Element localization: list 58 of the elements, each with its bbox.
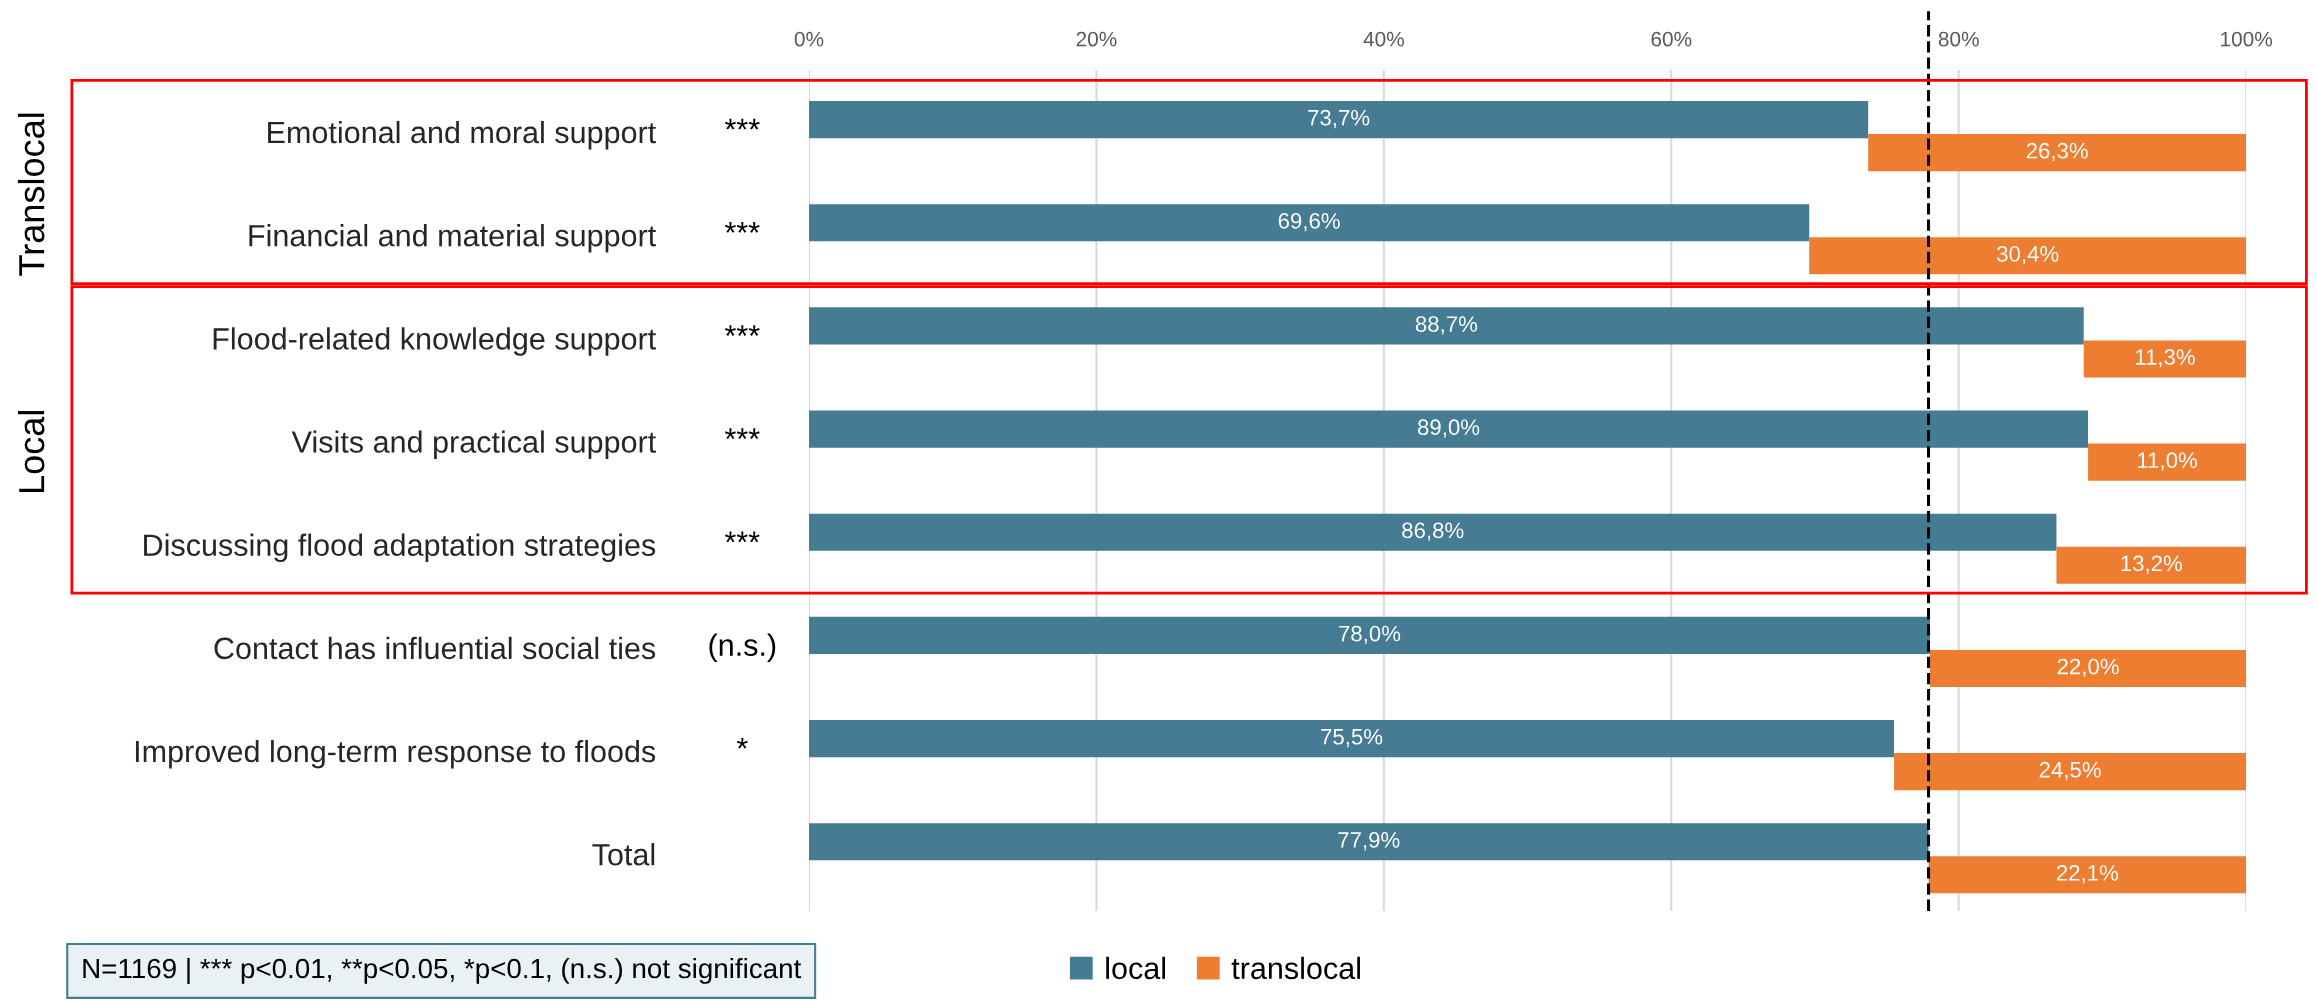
data-label: 22,0% — [2057, 658, 2119, 678]
y-tick-label: Discussing flood adaptation strategies — [144, 533, 656, 563]
bar — [808, 307, 2084, 345]
data-label: 75,5% — [1321, 728, 1383, 748]
bar — [1928, 856, 2247, 894]
bar — [808, 410, 2089, 448]
bar — [1809, 237, 2247, 275]
bar — [808, 513, 2057, 551]
text: *** — [724, 222, 760, 233]
data-label: 89,0% — [1417, 419, 1480, 438]
y-tick-label: Improved long-term response to floods — [135, 739, 656, 769]
bar — [1929, 649, 2247, 688]
text: Translocal — [17, 113, 45, 276]
x-tick-label: 80% — [1938, 31, 1979, 47]
text: Local — [17, 411, 45, 492]
data-label: 11,3% — [2135, 349, 2195, 368]
data-label: 77,9% — [1338, 832, 1400, 851]
y-tick-label: Visits and practical support — [291, 430, 656, 459]
legend-label: local — [1106, 956, 1166, 980]
x-tick-label: 40% — [1363, 31, 1404, 47]
data-label: 86,8% — [1402, 522, 1464, 541]
bar — [1894, 753, 2247, 791]
y-tick-label: Emotional and moral support — [268, 120, 657, 150]
data-label: 13,2% — [2121, 555, 2183, 574]
data-label: 24,5% — [2039, 761, 2101, 781]
data-label: 88,7% — [1415, 316, 1478, 335]
bar — [1868, 134, 2247, 172]
text: *** — [724, 118, 760, 130]
x-tick-label: 100% — [2221, 31, 2273, 47]
x-tick-label: 0% — [794, 31, 824, 47]
text: *** — [724, 325, 760, 336]
bar — [808, 720, 1895, 758]
text: *** — [724, 531, 760, 543]
data-label: 22,1% — [2056, 865, 2119, 884]
bar — [808, 823, 1929, 861]
text: * — [736, 737, 748, 749]
bar — [2056, 546, 2247, 584]
y-tick-label: Financial and material support — [249, 224, 657, 253]
data-label: 78,0% — [1339, 625, 1401, 645]
bar — [2083, 340, 2247, 378]
x-tick-label: 20% — [1076, 31, 1117, 47]
text: *** — [724, 428, 760, 440]
data-label: 30,4% — [1997, 246, 2059, 265]
x-tick-label: 60% — [1651, 31, 1692, 47]
data-label: 11,0% — [2138, 452, 2197, 471]
data-label: 73,7% — [1308, 109, 1370, 129]
data-label: 26,3% — [2026, 142, 2088, 162]
y-tick-label: Flood-related knowledge support — [213, 327, 657, 356]
text: N=1169 | *** p<0.01, **p<0.05, *p<0.1, (n.s.) not significant — [83, 957, 802, 984]
bar — [808, 204, 1810, 242]
y-tick-label: Contact has influential social ties — [214, 636, 656, 660]
legend-label: translocal — [1231, 956, 1360, 980]
bar — [808, 101, 1869, 139]
text: (n.s.) — [709, 633, 776, 663]
data-label: 69,6% — [1278, 212, 1340, 232]
y-tick-label: Total — [592, 843, 655, 866]
bar — [808, 616, 1930, 655]
bar — [2088, 443, 2247, 481]
